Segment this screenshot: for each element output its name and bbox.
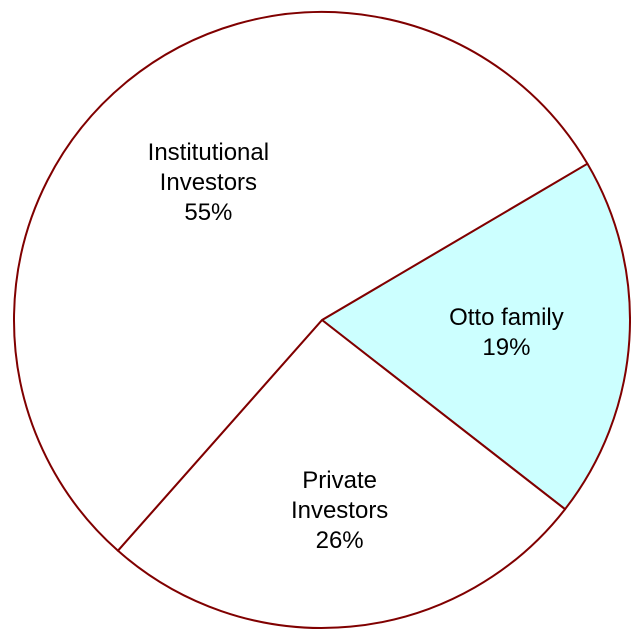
pie-slice-otto-family — [321, 162, 631, 511]
pie-slice-label-otto-family: Otto family 19% — [449, 304, 564, 361]
pie-slice-label-line: Investors — [291, 497, 388, 524]
pie-slice-label-line: 19% — [482, 334, 530, 361]
pie-slice-label-line: 55% — [184, 199, 232, 226]
pie-slice-label-private-investors: Private Investors 26% — [291, 467, 388, 554]
pie-slice-label-line: Investors — [160, 169, 257, 196]
pie-slice-label-institutional-investors: Institutional Investors 55% — [148, 139, 269, 226]
pie-slice-institutional-investors — [13, 11, 589, 552]
pie-slice-label-line: Otto family — [449, 304, 564, 331]
pie-slice-label-line: Institutional — [148, 139, 269, 166]
pie-slice-private-investors — [116, 319, 567, 629]
pie-slice-label-line: Private — [302, 467, 377, 494]
pie-slice-label-line: 26% — [316, 527, 364, 554]
